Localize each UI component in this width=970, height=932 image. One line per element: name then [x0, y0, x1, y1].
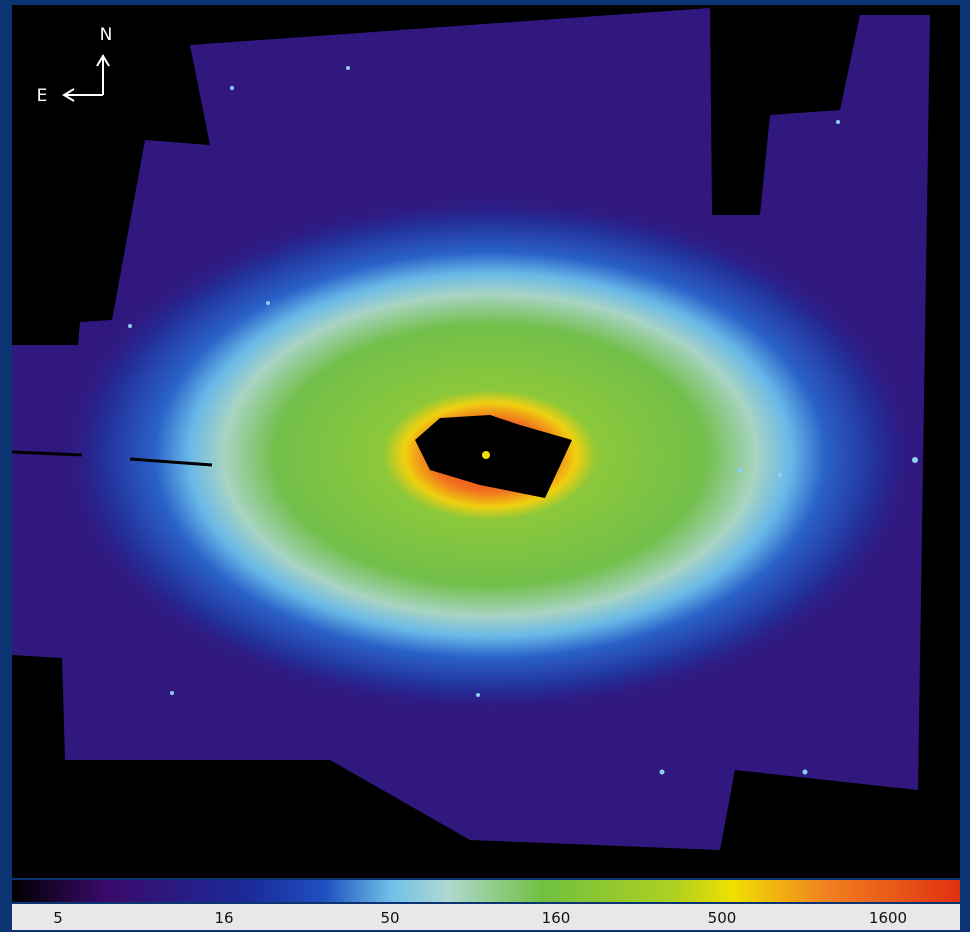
colorbar	[12, 880, 960, 902]
colorbar-tick-label: 50	[380, 909, 399, 927]
colorbar-tick-label: 500	[708, 909, 737, 927]
image-view: N E 5 16 50 160 500 1600	[0, 0, 970, 932]
page: N E 516501605001600 (() => { const data …	[0, 0, 970, 932]
compass-north: N	[100, 25, 113, 45]
colorbar-tick-label: 16	[214, 909, 233, 927]
colorbar-tick-label: 5	[53, 909, 63, 927]
central-star	[482, 451, 490, 459]
compass-east: E	[37, 86, 48, 106]
colorbar-tick-label: 160	[542, 909, 571, 927]
colorbar-tick-label: 1600	[869, 909, 907, 927]
colorbar-label-strip	[12, 904, 960, 930]
